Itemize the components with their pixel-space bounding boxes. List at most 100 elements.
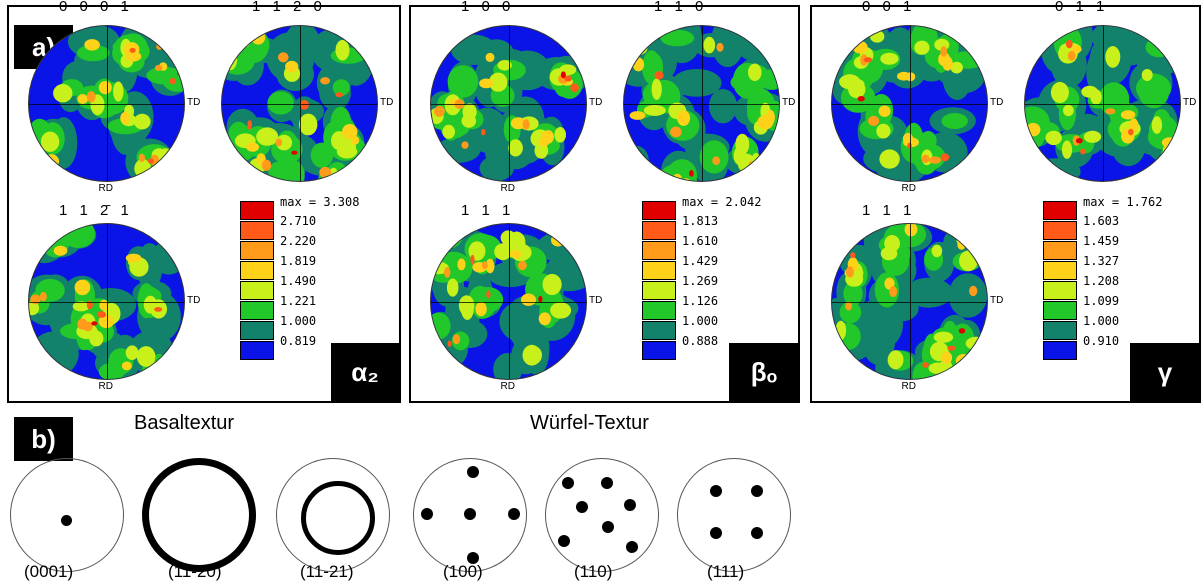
contour-blob xyxy=(1105,46,1121,68)
contour-blob xyxy=(863,57,873,63)
contour-blob xyxy=(922,362,929,368)
contour-blob xyxy=(86,91,96,103)
td-label: TD xyxy=(187,96,201,108)
contour-blob xyxy=(1141,69,1153,81)
contour-blob xyxy=(256,127,279,146)
caption-11-20: (11-20) xyxy=(168,562,222,581)
contour-blob xyxy=(564,75,572,82)
contour-blob xyxy=(53,245,68,256)
contour-blob xyxy=(444,267,451,278)
contour-blob xyxy=(670,126,682,138)
pole-figure xyxy=(831,223,988,380)
contour-blob xyxy=(40,131,60,152)
rd-label: RD xyxy=(901,183,916,194)
contour-blob xyxy=(689,170,694,177)
contour-blob xyxy=(53,84,73,103)
cube-texture-title: Würfel-Textur xyxy=(530,412,649,434)
rd-label: RD xyxy=(500,381,515,392)
panel-b-tag: b) xyxy=(14,417,73,461)
phase-label: α₂ xyxy=(331,343,399,401)
contour-blob xyxy=(950,61,963,74)
td-label: TD xyxy=(782,96,796,108)
pole-dot xyxy=(576,501,588,513)
contour-blob xyxy=(154,307,163,312)
pole-figure-contours xyxy=(431,224,586,379)
contour-blob xyxy=(518,260,527,271)
td-label: TD xyxy=(589,294,603,306)
contour-blob xyxy=(133,113,151,130)
contour-blob xyxy=(77,94,88,104)
contour-blob xyxy=(941,113,968,129)
legend-level-value: 1.813 xyxy=(682,214,719,228)
pole-figure-label: 0 0 0 1 xyxy=(59,0,133,15)
contour-blob xyxy=(897,71,911,81)
legend-level-value: 1.208 xyxy=(1083,274,1120,288)
caption-0001: (0001) xyxy=(24,562,74,581)
contour-blob xyxy=(847,78,865,90)
contour-blob xyxy=(120,112,130,125)
contour-blob xyxy=(1067,51,1076,61)
contour-blob xyxy=(940,153,950,162)
legend-color-swatch xyxy=(240,281,274,300)
legend-level-value: 1.327 xyxy=(1083,254,1120,268)
pole-figure xyxy=(430,223,587,380)
contour-blob xyxy=(442,124,455,139)
contour-blob xyxy=(1129,118,1139,132)
contour-blob xyxy=(508,139,523,157)
legend-color-swatch xyxy=(642,281,676,300)
contour-blob xyxy=(475,301,487,317)
contour-blob xyxy=(929,156,941,164)
pole-dot xyxy=(467,466,479,478)
legend-level-value: 0.819 xyxy=(280,334,317,348)
rd-label: RD xyxy=(98,381,113,392)
contour-blob xyxy=(711,26,745,68)
legend-level-value: 2.220 xyxy=(280,234,317,248)
contour-blob xyxy=(143,295,157,314)
contour-blob xyxy=(748,63,762,82)
contour-blob xyxy=(880,52,899,65)
pole-figure xyxy=(430,25,587,182)
td-label: TD xyxy=(380,96,394,108)
contour-blob xyxy=(98,314,115,329)
contour-blob xyxy=(457,258,466,271)
contour-blob xyxy=(434,105,445,117)
contour-blob xyxy=(914,40,930,55)
pole-figure-label: 1 1 0 xyxy=(654,0,708,15)
contour-blob xyxy=(538,312,551,326)
pole-dot xyxy=(508,508,520,520)
contour-blob xyxy=(920,131,937,151)
contour-blob xyxy=(958,328,966,334)
legend-level-value: 1.000 xyxy=(682,314,719,328)
contour-blob xyxy=(461,114,477,128)
contour-blob xyxy=(494,243,512,261)
legend-color-swatch xyxy=(642,261,676,280)
legend-color-swatch xyxy=(240,321,274,340)
contour-blob xyxy=(560,71,566,79)
contour-blob xyxy=(1083,130,1102,143)
contour-blob xyxy=(335,39,350,61)
legend-color-swatch xyxy=(1043,201,1077,220)
contour-blob xyxy=(504,50,551,91)
contour-blob xyxy=(500,230,516,246)
legend-color-swatch xyxy=(240,301,274,320)
contour-blob xyxy=(550,302,572,319)
contour-blob xyxy=(1128,128,1134,136)
basal-texture-title: Basaltextur xyxy=(134,412,235,434)
legend-color-swatch xyxy=(642,301,676,320)
legend-color-swatch xyxy=(1043,321,1077,340)
contour-blob xyxy=(72,301,90,312)
contour-blob xyxy=(912,361,935,379)
contour-blob xyxy=(660,29,695,47)
pole-figure-contours xyxy=(29,224,184,379)
td-label: TD xyxy=(990,294,1004,306)
contour-blob xyxy=(461,141,469,149)
pole-figure xyxy=(1024,25,1181,182)
legend-color-swatch xyxy=(642,241,676,260)
contour-blob xyxy=(1063,104,1074,117)
contour-blob xyxy=(651,78,662,100)
contour-blob xyxy=(845,266,854,278)
legend-level-value: 1.000 xyxy=(280,314,317,328)
legend-level-value: 1.099 xyxy=(1083,294,1120,308)
contour-blob xyxy=(941,351,953,364)
contour-blob xyxy=(138,153,146,162)
